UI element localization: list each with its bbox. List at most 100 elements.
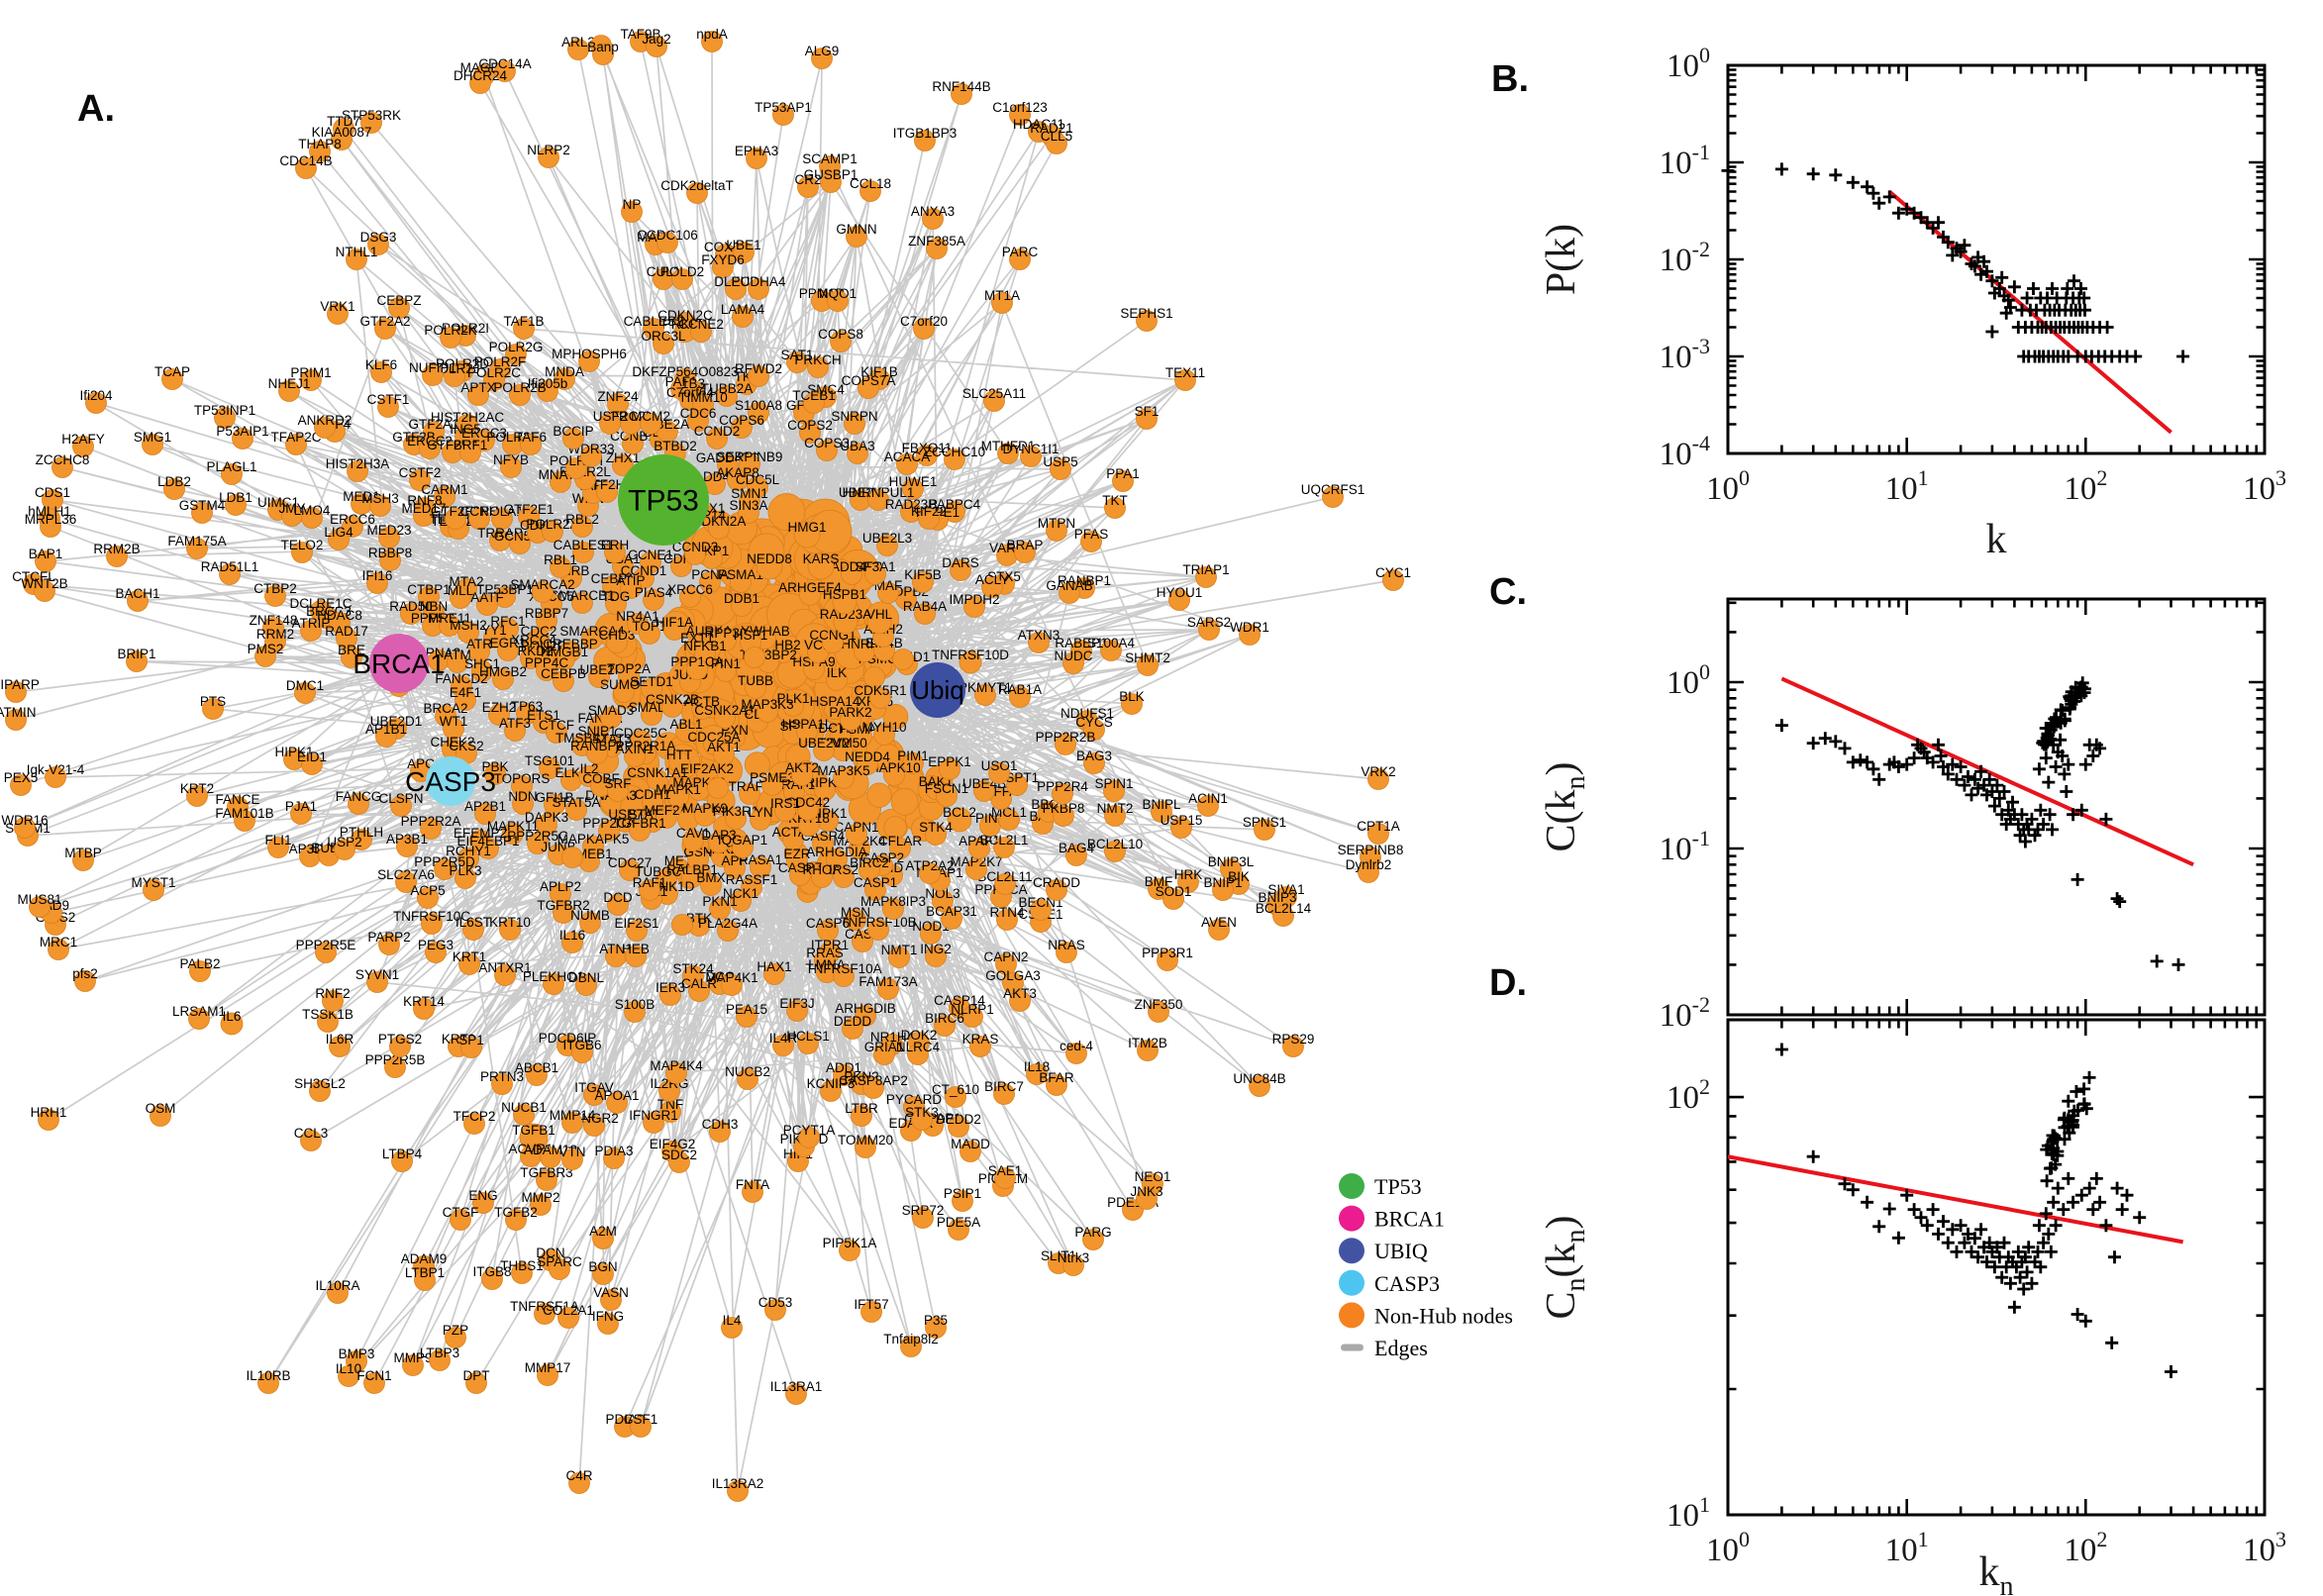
network-node[interactable] (744, 647, 765, 668)
node-circle[interactable] (538, 147, 559, 168)
node-circle[interactable] (300, 369, 322, 391)
node-circle[interactable] (554, 368, 575, 390)
network-node[interactable]: Banp (587, 40, 619, 65)
node-circle[interactable] (374, 318, 396, 340)
node-circle[interactable] (327, 303, 349, 325)
node-circle[interactable] (469, 72, 491, 94)
node-circle[interactable] (716, 385, 738, 407)
node-circle[interactable] (377, 396, 399, 418)
network-node[interactable]: ITGB1BP3 (893, 126, 958, 151)
network-cluster-node[interactable] (883, 816, 907, 840)
network-node[interactable]: ZNF24 (597, 389, 639, 415)
node-circle[interactable] (367, 234, 389, 255)
network-node[interactable]: CDC14B (279, 153, 333, 179)
network-node[interactable] (892, 648, 914, 670)
network-node[interactable]: CDK2deltaT (660, 178, 734, 204)
node-circle[interactable] (1174, 369, 1196, 391)
node-circle[interactable] (607, 393, 629, 415)
node-circle[interactable] (161, 368, 183, 390)
node-circle[interactable] (744, 751, 770, 778)
node-circle[interactable] (370, 361, 392, 383)
node-circle[interactable] (671, 268, 693, 290)
network-node[interactable]: IL4 (721, 1313, 743, 1339)
node-circle[interactable] (701, 31, 723, 52)
node-circle[interactable] (1046, 133, 1067, 154)
node-circle[interactable] (748, 402, 769, 424)
network-node[interactable]: CEBPZ (376, 293, 422, 319)
node-circle[interactable] (388, 297, 410, 319)
network-node[interactable] (561, 847, 583, 868)
network-cluster-node[interactable] (866, 782, 892, 808)
network-node[interactable]: Ifi205b (528, 376, 568, 402)
node-circle[interactable] (744, 647, 765, 668)
node-circle[interactable] (733, 242, 755, 263)
network-node[interactable]: TCAP (154, 364, 190, 390)
network-node[interactable]: CDC14A (478, 56, 532, 82)
node-circle[interactable] (440, 327, 461, 349)
node-circle[interactable] (309, 141, 331, 162)
node-circle[interactable] (494, 60, 516, 82)
node-circle[interactable] (483, 369, 505, 391)
network-node[interactable]: CABLES2 (624, 314, 684, 340)
node-circle[interactable] (671, 914, 693, 936)
network-node[interactable]: ARL3 (561, 35, 595, 60)
node-circle[interactable] (646, 36, 667, 57)
network-node[interactable]: CUL1 (647, 264, 681, 290)
node-circle[interactable] (567, 39, 589, 60)
network-node[interactable]: SEPHS1 (1120, 306, 1173, 332)
network-node[interactable]: POLR2K (424, 323, 477, 349)
network-node[interactable]: NHEJ1 (268, 376, 311, 402)
node-circle[interactable] (509, 384, 531, 406)
node-circle[interactable] (444, 365, 465, 387)
network-node[interactable]: NQO1 (819, 286, 857, 312)
network-node[interactable]: KIAA0087 (312, 125, 372, 150)
network-node[interactable]: CCNE2 (678, 317, 724, 343)
node-circle[interactable] (505, 344, 527, 365)
network-node[interactable]: THAP8 (298, 137, 342, 162)
network-cluster-node[interactable] (882, 704, 909, 730)
node-circle[interactable] (1009, 104, 1031, 126)
node-circle[interactable] (892, 648, 914, 670)
network-node[interactable]: Jag2 (642, 32, 671, 57)
network-node[interactable]: FXYD6 (701, 252, 745, 278)
node-circle[interactable] (690, 321, 712, 343)
network-node[interactable]: CSTF1 (367, 392, 410, 418)
network-node[interactable]: PCDHA4 (732, 274, 786, 300)
node-circle[interactable] (578, 350, 600, 372)
node-circle[interactable] (890, 787, 919, 816)
network-node[interactable]: NP (621, 197, 643, 223)
network-node[interactable]: KLF6 (365, 357, 397, 383)
node-circle[interactable] (707, 777, 729, 799)
network-node[interactable]: RFWD2 (735, 361, 782, 387)
node-circle[interactable] (748, 365, 769, 387)
node-circle[interactable] (827, 290, 849, 312)
node-circle[interactable] (725, 278, 747, 300)
network-node[interactable]: NLRP2 (527, 143, 570, 168)
network-node[interactable]: NUFIP1 (409, 360, 456, 386)
node-circle[interactable] (295, 157, 317, 179)
node-circle[interactable] (748, 278, 769, 300)
network-node[interactable]: NTHL1 (336, 245, 378, 270)
node-circle[interactable] (346, 249, 367, 270)
network-node[interactable]: ORC3L (641, 329, 686, 354)
network-node[interactable]: TAF1B (503, 314, 545, 340)
network-node[interactable]: DSG3 (360, 230, 397, 255)
network-node[interactable]: Ifi204 (79, 388, 113, 414)
node-circle[interactable] (537, 380, 558, 402)
node-circle[interactable] (732, 306, 754, 328)
node-circle[interactable] (951, 83, 972, 105)
network-node[interactable]: MNDA (545, 364, 584, 390)
network-node[interactable]: UBE1 (726, 238, 761, 263)
network-node[interactable] (707, 777, 729, 799)
node-circle[interactable] (85, 392, 107, 414)
hub-node-ubiq[interactable]: Ubiq (910, 662, 965, 718)
network-node[interactable]: VRK1 (320, 299, 355, 325)
node-circle[interactable] (746, 148, 767, 169)
network-node[interactable]: APTX (460, 380, 496, 406)
node-circle[interactable] (866, 782, 892, 808)
network-node[interactable]: CLL5 (1041, 129, 1072, 154)
network-node[interactable]: DLEU2 (714, 274, 758, 300)
node-circle[interactable] (883, 816, 907, 840)
network-node[interactable]: STP53RK (342, 108, 401, 134)
network-node[interactable]: npdA (696, 27, 728, 52)
